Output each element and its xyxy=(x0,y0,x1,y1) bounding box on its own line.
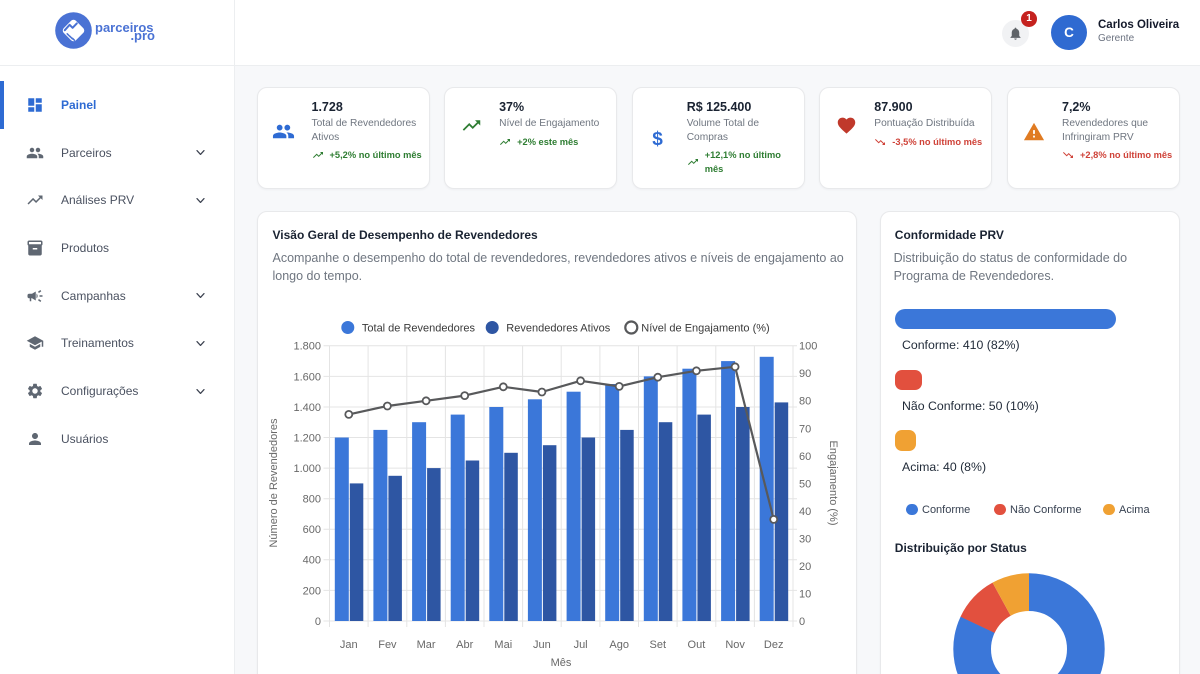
svg-text:1.000: 1.000 xyxy=(293,463,321,475)
svg-text:600: 600 xyxy=(303,524,321,536)
svg-text:Nov: Nov xyxy=(725,639,745,651)
svg-text:Abr: Abr xyxy=(456,639,473,651)
svg-text:Ago: Ago xyxy=(609,639,629,651)
svg-text:50: 50 xyxy=(799,478,811,490)
svg-text:800: 800 xyxy=(303,494,321,506)
svg-text:30: 30 xyxy=(799,533,811,545)
svg-text:Mai: Mai xyxy=(494,639,512,651)
svg-text:1.600: 1.600 xyxy=(293,371,321,383)
svg-text:1.800: 1.800 xyxy=(293,341,321,353)
svg-text:Mar: Mar xyxy=(417,639,436,651)
svg-text:90: 90 xyxy=(799,368,811,380)
svg-text:0: 0 xyxy=(799,616,805,628)
svg-text:60: 60 xyxy=(799,451,811,463)
svg-text:200: 200 xyxy=(303,585,321,597)
svg-text:Out: Out xyxy=(688,639,706,651)
svg-text:Jul: Jul xyxy=(574,639,588,651)
svg-text:20: 20 xyxy=(799,561,811,573)
svg-text:10: 10 xyxy=(799,588,811,600)
svg-text:400: 400 xyxy=(303,555,321,567)
svg-text:Nível de Engajamento (%): Nível de Engajamento (%) xyxy=(641,322,769,334)
svg-text:1.200: 1.200 xyxy=(293,432,321,444)
svg-text:Número de Revendedores: Número de Revendedores xyxy=(268,418,280,548)
svg-text:Set: Set xyxy=(650,639,667,651)
svg-text:1.400: 1.400 xyxy=(293,402,321,414)
svg-text:Mês: Mês xyxy=(551,657,572,669)
svg-text:Engajamento (%): Engajamento (%) xyxy=(827,441,839,526)
svg-text:Total de Revendedores: Total de Revendedores xyxy=(362,322,476,334)
svg-text:Revendedores Ativos: Revendedores Ativos xyxy=(506,322,610,334)
svg-text:70: 70 xyxy=(799,423,811,435)
svg-text:100: 100 xyxy=(799,341,817,353)
svg-text:Jan: Jan xyxy=(340,639,358,651)
svg-text:Dez: Dez xyxy=(764,639,784,651)
svg-text:Jun: Jun xyxy=(533,639,551,651)
svg-text:Fev: Fev xyxy=(378,639,397,651)
svg-text:40: 40 xyxy=(799,506,811,518)
svg-text:80: 80 xyxy=(799,396,811,408)
svg-text:0: 0 xyxy=(315,616,321,628)
